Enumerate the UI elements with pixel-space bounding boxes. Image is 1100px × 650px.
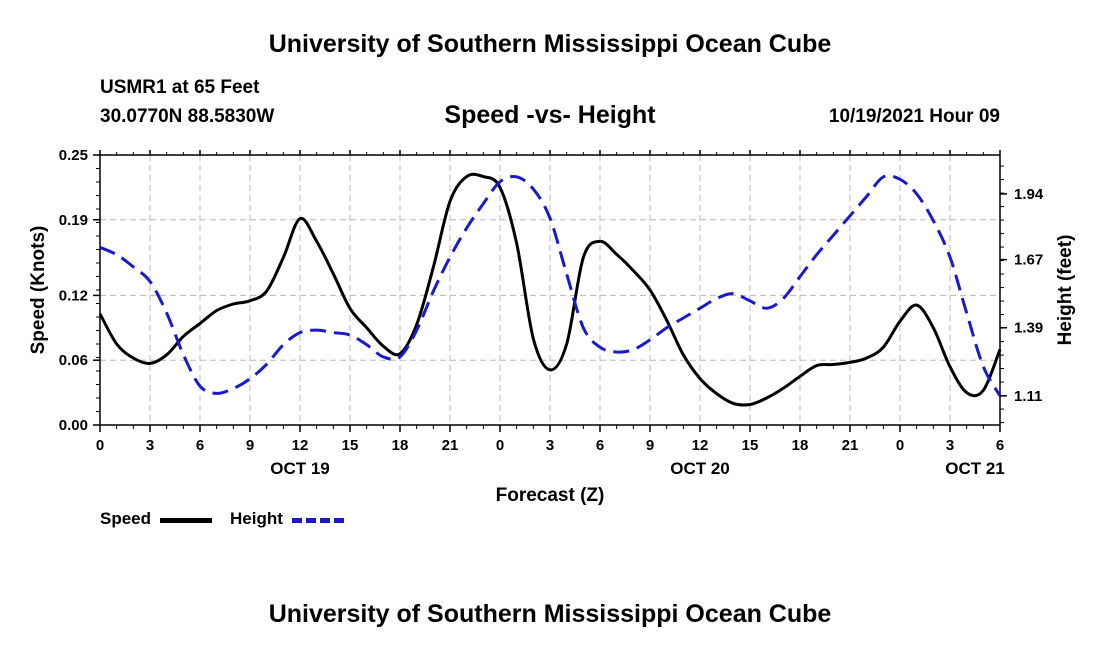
station-label: USMR1 at 65 Feet [100,77,260,98]
y-tick-label: 0.25 [59,147,88,164]
y-axis-title: Speed (Knots) [28,226,49,355]
x-tick-label: 9 [246,437,254,454]
y-tick-label: 0.19 [59,212,88,229]
x-tick-label: 3 [946,437,954,454]
x-tick-label: 12 [292,437,309,454]
y-tick-label: 0.06 [59,352,88,369]
speed-series-line [98,172,1002,407]
height-series-line [99,174,1002,397]
x-day-label: OCT 21 [945,459,1005,478]
plot-frame [99,154,1001,426]
coordinates-label: 30.0770N 88.5830W [100,106,275,127]
x-tick-label: 6 [996,437,1004,454]
x-tick-label: 21 [842,437,859,454]
y2-tick-label: 1.39 [1014,320,1043,337]
legend-height-swatch [292,518,344,523]
x-tick-label: 18 [792,437,809,454]
x-tick-label: 6 [196,437,204,454]
y2-tick-label: 1.11 [1014,388,1042,405]
date-hour-label: 10/19/2021 Hour 09 [828,106,1000,127]
page-title-bottom: University of Southern Mississippi Ocean… [268,600,832,628]
legend-height-label: Height [230,509,283,528]
x-tick-label: 12 [692,437,709,454]
page-title: University of Southern Mississippi Ocean… [268,30,832,58]
y-tick-label: 0.00 [59,417,88,434]
y2-tick-label: 1.94 [1014,186,1044,203]
legend-speed-label: Speed [100,509,152,528]
x-tick-label: 0 [896,437,904,454]
legend-speed-swatch [160,518,212,523]
x-tick-label: 3 [146,437,154,454]
x-tick-label: 0 [496,437,504,454]
x-tick-label: 21 [442,437,459,454]
x-tick-label: 0 [96,437,104,454]
y-tick-label: 0.12 [59,287,88,304]
x-tick-label: 18 [392,437,409,454]
x-tick-label: 3 [546,437,554,454]
x-tick-label: 6 [596,437,604,454]
x-day-label: OCT 19 [270,459,330,478]
y2-tick-label: 1.67 [1014,252,1043,269]
chart-subtitle: Speed -vs- Height [444,101,656,129]
x-tick-label: 15 [742,437,759,454]
x-tick-label: 9 [646,437,654,454]
x-tick-label: 15 [342,437,359,454]
x-axis-title: Forecast (Z) [496,485,605,506]
x-day-label: OCT 20 [670,459,730,478]
y2-axis-title: Height (feet) [1055,235,1076,346]
